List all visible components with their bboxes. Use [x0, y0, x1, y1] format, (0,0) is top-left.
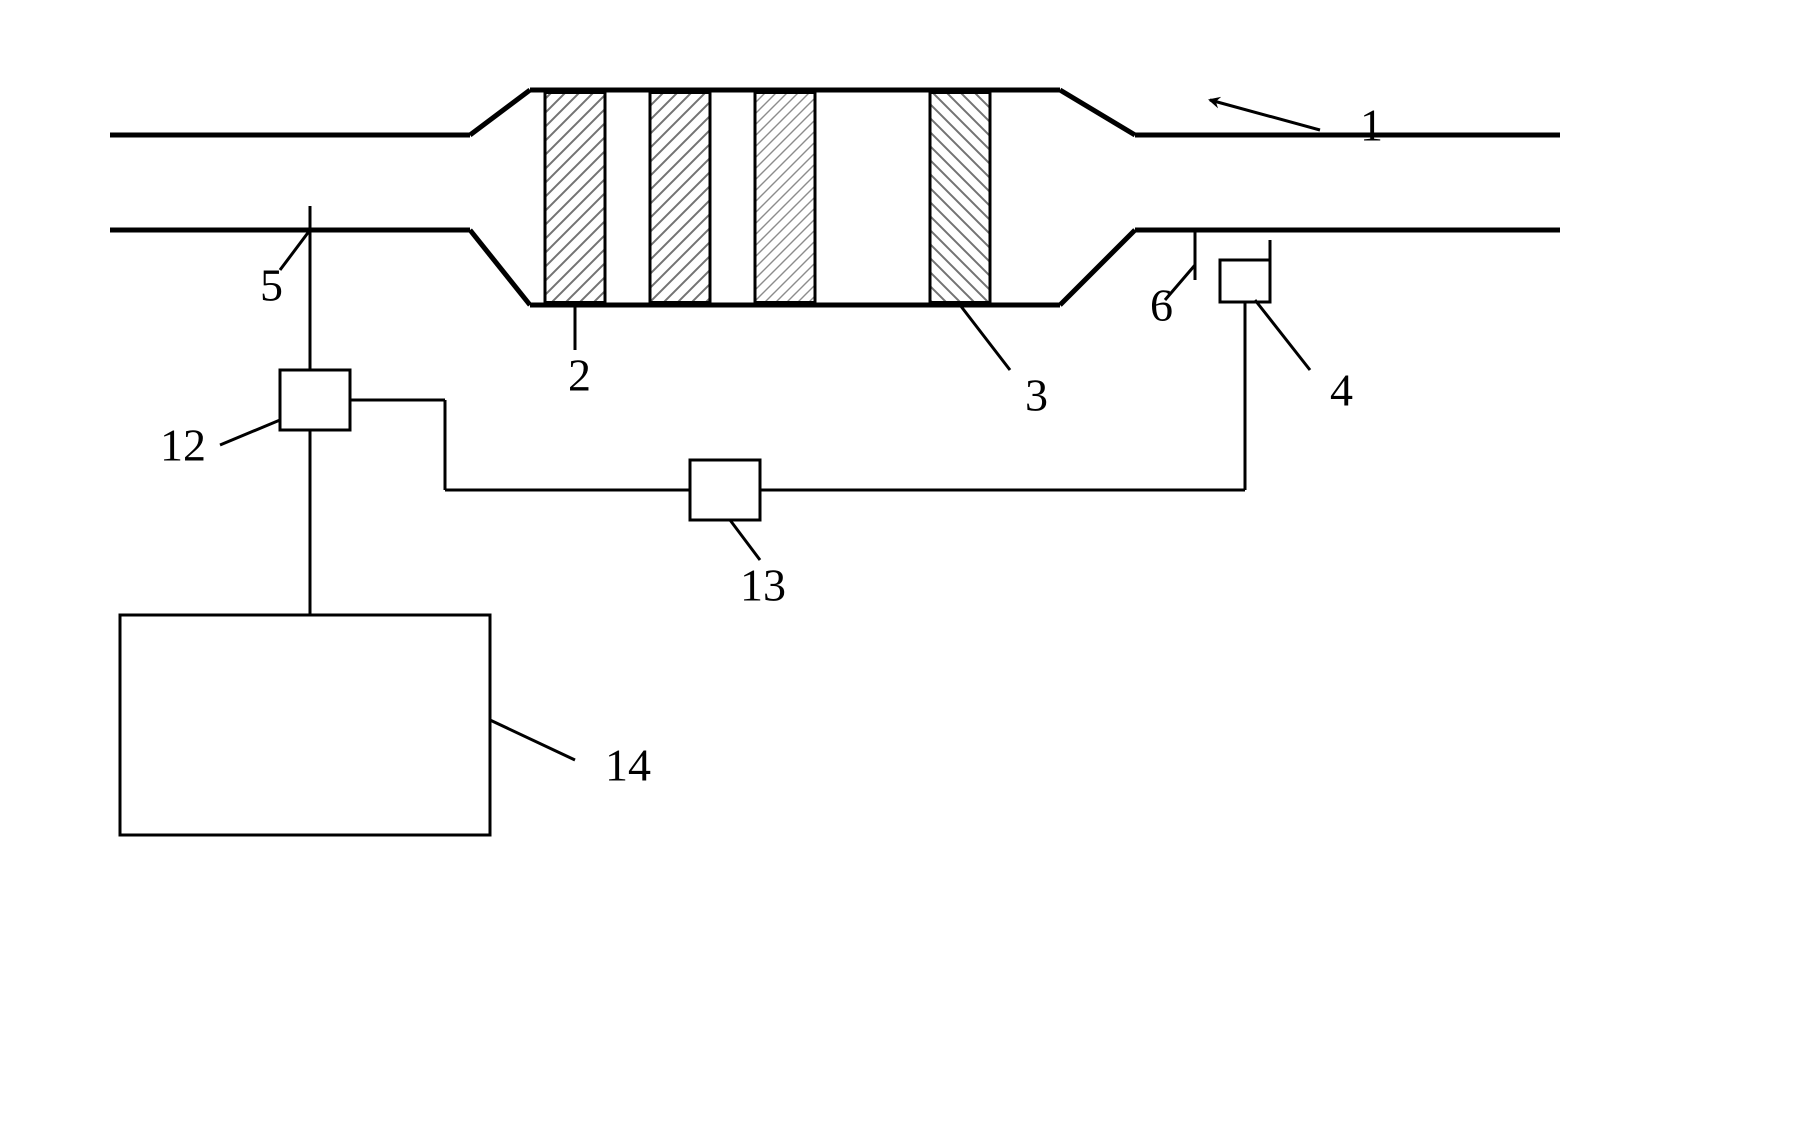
label-l6: 6 [1150, 280, 1173, 331]
leader-ln12 [220, 420, 280, 445]
converter-section-3 [755, 93, 815, 303]
node-box13 [690, 460, 760, 520]
leader-ln1 [1210, 100, 1320, 130]
engineering-diagram: 123456121314 [0, 0, 1815, 1142]
cone-left-top [470, 90, 530, 135]
cone-right-top [1060, 90, 1135, 135]
label-l2: 2 [568, 350, 591, 401]
converter-section-4 [930, 93, 990, 303]
cone-right-bottom [1060, 230, 1135, 305]
label-l3: 3 [1025, 370, 1048, 421]
leader-ln5 [280, 230, 310, 270]
label-l4: 4 [1330, 365, 1353, 416]
label-l12: 12 [160, 420, 206, 471]
leader-ln14 [490, 720, 575, 760]
label-l14: 14 [605, 740, 651, 791]
converter-section-1 [545, 93, 605, 303]
label-l1: 1 [1360, 100, 1383, 151]
node-box14 [120, 615, 490, 835]
label-l5: 5 [260, 260, 283, 311]
node-box12 [280, 370, 350, 430]
cone-left-bottom [470, 230, 530, 305]
leader-ln3 [960, 305, 1010, 370]
converter-section-2 [650, 93, 710, 303]
leader-ln13 [730, 520, 760, 560]
label-l13: 13 [740, 560, 786, 611]
node-box4 [1220, 260, 1270, 302]
leader-ln4 [1255, 300, 1310, 370]
